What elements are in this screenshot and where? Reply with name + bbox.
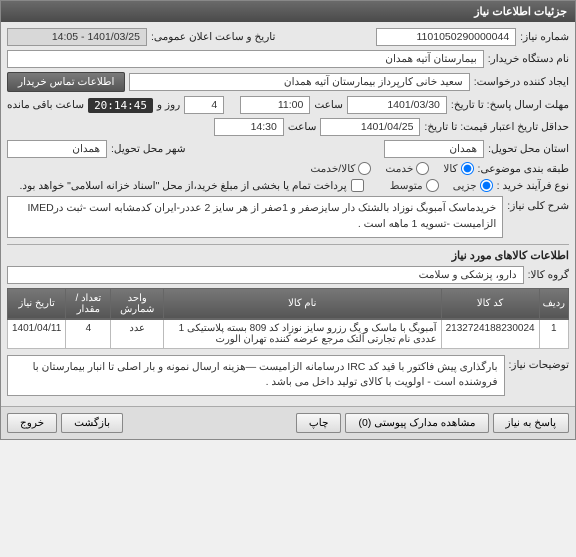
validity-date-field: 1401/04/25 — [320, 118, 420, 136]
items-section-title: اطلاعات کالاهای مورد نیاز — [7, 244, 569, 262]
details-panel: جزئیات اطلاعات نیاز شماره نیاز: 11010502… — [0, 0, 576, 440]
validity-label: حداقل تاریخ اعتبار قیمت: تا تاریخ: — [424, 121, 569, 133]
request-no-field: 1101050290000044 — [376, 28, 516, 46]
panel-title: جزئیات اطلاعات نیاز — [1, 1, 575, 22]
th-code: کد کالا — [441, 288, 539, 319]
time-label-2: ساعت — [288, 121, 317, 133]
proc-label: نوع فرآیند خرید : — [497, 180, 569, 192]
radio-both-label: کالا/خدمت — [310, 163, 355, 175]
city-label: شهر محل تحویل: — [111, 143, 186, 155]
td-name: آمبوبگ با ماسک و یگ رزرو سایز نوزاد کد 8… — [164, 319, 442, 348]
reply-button[interactable]: پاسخ به نیاز — [493, 413, 569, 433]
days-suffix: روز و — [157, 99, 180, 111]
footer-toolbar: پاسخ به نیاز مشاهده مدارک پیوستی (0) چاپ… — [1, 406, 575, 439]
radio-proc-1[interactable] — [480, 179, 493, 192]
th-unit: واحد شمارش — [111, 288, 164, 319]
radio-proc-2[interactable] — [426, 179, 439, 192]
th-date: تاریخ نیاز — [8, 288, 66, 319]
treasury-checkbox[interactable] — [351, 179, 364, 192]
exit-button[interactable]: خروج — [7, 413, 57, 433]
creator-label: ایجاد کننده درخواست: — [474, 76, 569, 88]
contact-buyer-button[interactable]: اطلاعات تماس خریدار — [7, 72, 125, 92]
radio-both[interactable] — [358, 162, 371, 175]
th-index: ردیف — [539, 288, 568, 319]
days-field: 4 — [184, 96, 224, 114]
group-field: دارو، پزشکی و سلامت — [7, 266, 524, 284]
buyer-label: نام دستگاه خریدار: — [488, 53, 569, 65]
td-date: 1401/04/11 — [8, 319, 66, 348]
summary-box: خریدماسک آمبوبگ نوزاد بالشتک دار سایزصفر… — [7, 196, 503, 238]
class-radio-group: کالا خدمت کالا/خدمت — [310, 162, 473, 175]
td-index: 1 — [539, 319, 568, 348]
radio-service[interactable] — [416, 162, 429, 175]
radio-goods[interactable] — [461, 162, 474, 175]
announce-label: تاریخ و ساعت اعلان عمومی: — [151, 31, 275, 43]
deadline-date-field: 1401/03/30 — [347, 96, 447, 114]
notes-box: بارگذاری پیش فاکتور با قید کد IRC درساما… — [7, 355, 505, 397]
td-qty: 4 — [66, 319, 111, 348]
buyer-field: بیمارستان آتیه همدان — [7, 50, 484, 68]
radio-proc-1-label: جزیی — [453, 180, 477, 192]
radio-proc-2-label: متوسط — [390, 180, 423, 192]
proc-radio-group: جزیی متوسط — [390, 179, 493, 192]
attachments-button[interactable]: مشاهده مدارک پیوستی (0) — [345, 413, 488, 433]
province-field: همدان — [384, 140, 484, 158]
print-button[interactable]: چاپ — [296, 413, 342, 433]
validity-time-field: 14:30 — [214, 118, 284, 136]
countdown-timer: 20:14:45 — [88, 98, 153, 113]
th-qty: تعداد / مقدار — [66, 288, 111, 319]
remaining-label: ساعت باقی مانده — [7, 99, 84, 111]
class-label: طبقه بندی موضوعی: — [478, 163, 569, 175]
table-header-row: ردیف کد کالا نام کالا واحد شمارش تعداد /… — [8, 288, 569, 319]
radio-service-label: خدمت — [385, 163, 413, 175]
td-code: 2132724188230024 — [441, 319, 539, 348]
th-name: نام کالا — [164, 288, 442, 319]
deadline-time-field: 11:00 — [240, 96, 310, 114]
time-label-1: ساعت — [314, 99, 343, 111]
summary-label: شرح کلی نیاز: — [507, 196, 569, 212]
panel-body: شماره نیاز: 1101050290000044 تاریخ و ساع… — [1, 22, 575, 406]
td-unit: عدد — [111, 319, 164, 348]
treasury-label: پرداخت تمام یا بخشی از مبلغ خرید،از محل … — [20, 180, 347, 192]
radio-goods-label: کالا — [443, 163, 457, 175]
table-row: 1 2132724188230024 آمبوبگ با ماسک و یگ ر… — [8, 319, 569, 348]
items-table: ردیف کد کالا نام کالا واحد شمارش تعداد /… — [7, 288, 569, 349]
deadline-label: مهلت ارسال پاسخ: تا تاریخ: — [451, 99, 569, 111]
group-label: گروه کالا: — [528, 269, 569, 281]
request-no-label: شماره نیاز: — [520, 31, 569, 43]
back-button[interactable]: بازگشت — [61, 413, 123, 433]
notes-label: توضیحات نیاز: — [509, 355, 570, 371]
creator-field: سعید خانی کارپرداز بیمارستان آتیه همدان — [129, 73, 469, 91]
announce-field: 1401/03/25 - 14:05 — [7, 28, 147, 46]
city-field: همدان — [7, 140, 107, 158]
province-label: استان محل تحویل: — [488, 143, 569, 155]
